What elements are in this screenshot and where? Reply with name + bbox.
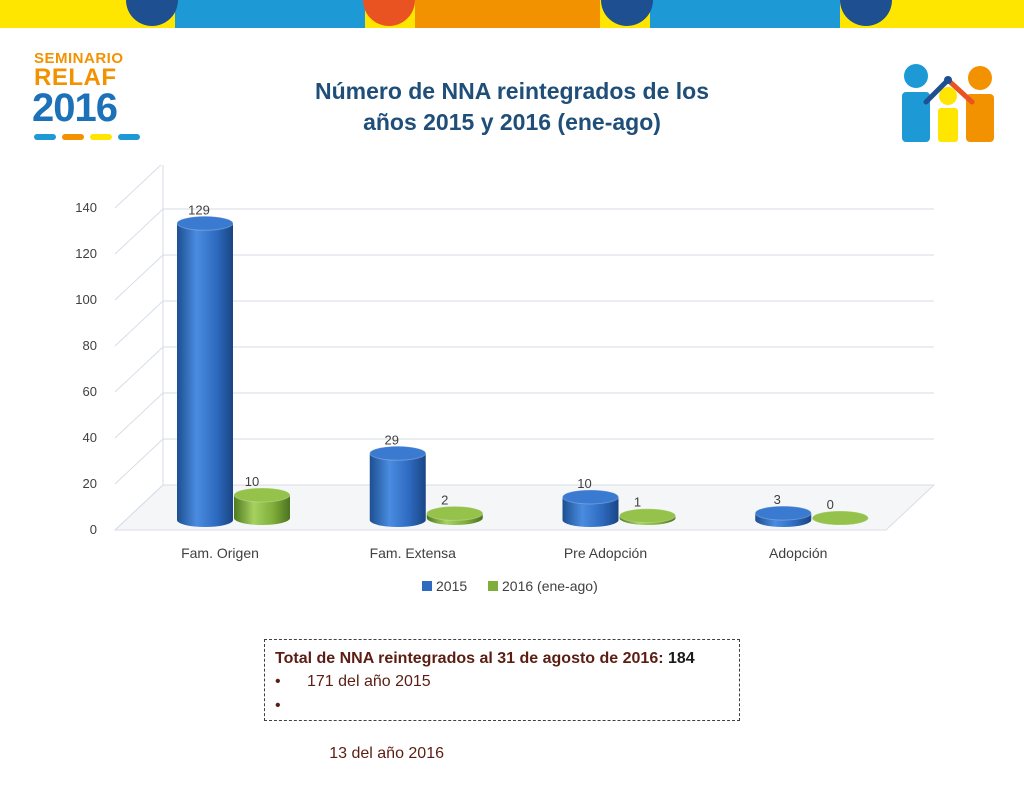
y-tick-label: 0 bbox=[90, 522, 97, 537]
chart-title: Número de NNA reintegrados de los años 2… bbox=[262, 76, 762, 138]
summary-note-box: Total de NNA reintegrados al 31 de agost… bbox=[264, 639, 740, 762]
seminario-relaf-logo: SEMINARIO RELAF 2016 bbox=[30, 50, 142, 142]
chart-title-line-2: años 2015 y 2016 (ene-ago) bbox=[363, 109, 661, 135]
gridline-diagonal bbox=[114, 208, 164, 255]
logo-color-dots bbox=[34, 134, 140, 140]
data-label: 10 bbox=[577, 476, 591, 491]
summary-header-text: Total de NNA reintegrados al 31 de agost… bbox=[275, 650, 664, 667]
summary-total-value: 184 bbox=[668, 650, 695, 667]
bar-top bbox=[369, 445, 427, 461]
bar-top bbox=[619, 508, 676, 524]
summary-item: • 171 del año 2015 bbox=[275, 670, 739, 694]
bar-top bbox=[233, 487, 291, 503]
bar-top bbox=[426, 505, 484, 521]
data-label: 29 bbox=[385, 432, 399, 447]
legend-swatch bbox=[422, 581, 432, 591]
summary-item: • 13 del año 2016 bbox=[275, 694, 739, 790]
bar-top bbox=[754, 505, 812, 521]
data-label: 129 bbox=[188, 202, 210, 217]
data-label: 1 bbox=[634, 495, 641, 510]
x-tick-label: Pre Adopción bbox=[564, 545, 647, 561]
bullet-icon: • bbox=[275, 697, 281, 714]
gridline-diagonal bbox=[114, 346, 164, 393]
data-label: 0 bbox=[827, 497, 834, 512]
gridline-diagonal bbox=[114, 254, 164, 301]
y-tick-label: 40 bbox=[83, 430, 97, 445]
gridline-diagonal bbox=[114, 392, 164, 439]
summary-header: Total de NNA reintegrados al 31 de agost… bbox=[275, 648, 739, 670]
legend-label: 2015 bbox=[436, 578, 467, 594]
y-tick-label: 60 bbox=[83, 384, 97, 399]
data-label: 3 bbox=[774, 492, 781, 507]
bullet-icon: • bbox=[275, 673, 281, 690]
x-tick-label: Fam. Origen bbox=[181, 545, 259, 561]
data-label: 10 bbox=[245, 474, 259, 489]
bar-top bbox=[176, 215, 234, 231]
bar-2015 bbox=[177, 223, 233, 528]
top-decorative-band bbox=[0, 0, 1024, 28]
legend-swatch bbox=[488, 581, 498, 591]
bar-2016 bbox=[234, 495, 290, 525]
gridline-diagonal bbox=[114, 438, 164, 485]
bar-top bbox=[562, 489, 619, 505]
gridline-diagonal bbox=[114, 484, 164, 531]
bar-top bbox=[811, 510, 869, 526]
data-label: 2 bbox=[441, 492, 448, 507]
y-tick-label: 100 bbox=[75, 292, 97, 307]
x-tick-label: Adopción bbox=[769, 545, 827, 561]
logo-line-2: RELAF bbox=[34, 64, 117, 91]
family-icon bbox=[902, 64, 994, 142]
x-tick-label: Fam. Extensa bbox=[370, 545, 457, 561]
gridline-diagonal bbox=[114, 300, 164, 347]
summary-item-text: 13 del año 2016 bbox=[324, 745, 444, 762]
logo-line-1: SEMINARIO bbox=[34, 50, 124, 67]
gridline-diagonal bbox=[114, 165, 162, 209]
y-tick-label: 80 bbox=[83, 338, 97, 353]
summary-item-text: 171 del año 2015 bbox=[307, 673, 431, 690]
y-tick-label: 140 bbox=[75, 200, 97, 215]
logo-line-3: 2016 bbox=[32, 86, 118, 130]
bar-2015 bbox=[369, 453, 426, 527]
chart-title-line-1: Número de NNA reintegrados de los bbox=[314, 78, 710, 104]
bar-2015 bbox=[562, 497, 619, 527]
y-tick-label: 20 bbox=[83, 476, 97, 491]
legend-label: 2016 (ene-ago) bbox=[502, 578, 598, 594]
y-tick-label: 120 bbox=[75, 246, 97, 261]
